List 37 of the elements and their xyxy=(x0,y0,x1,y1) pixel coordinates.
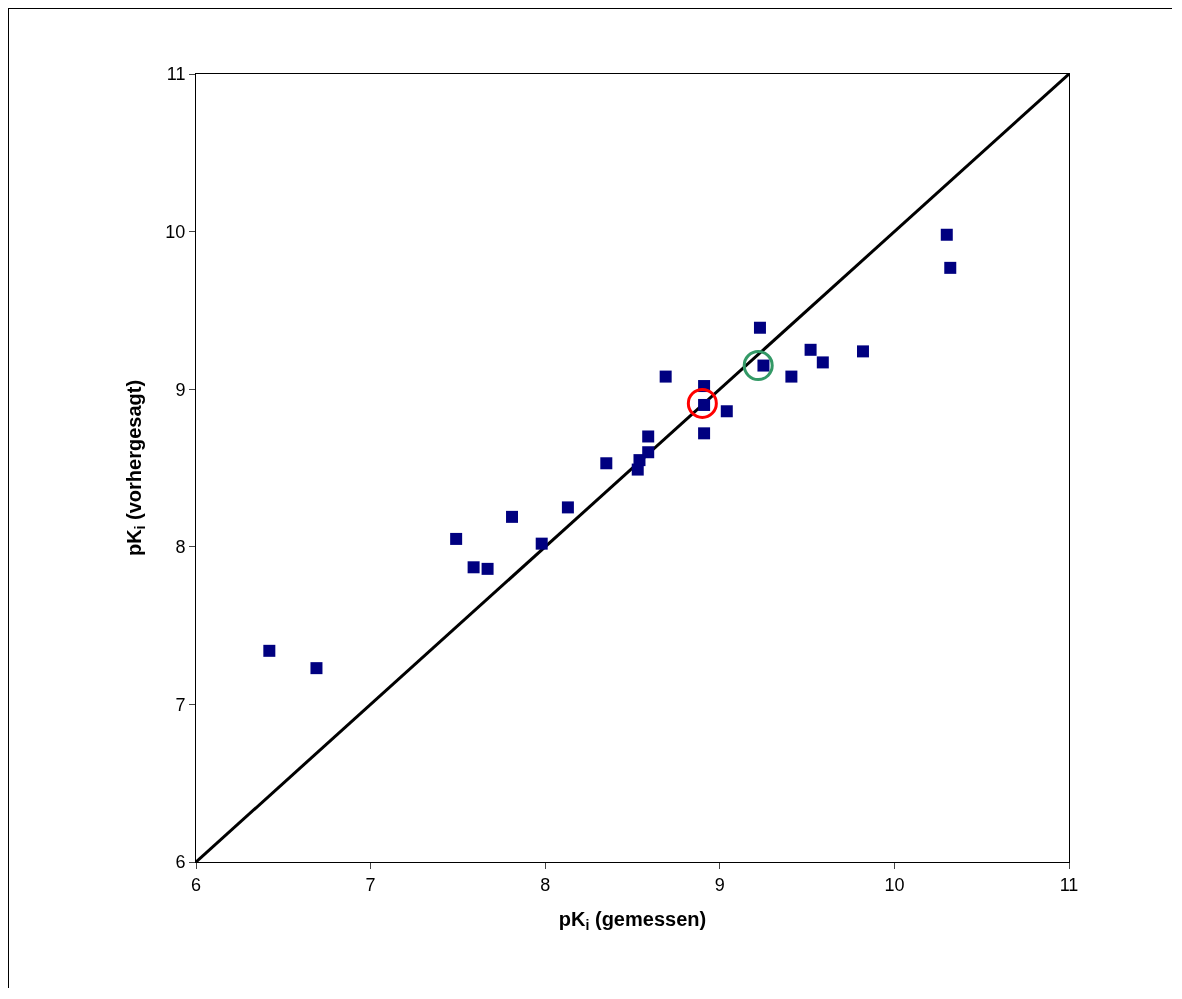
point xyxy=(506,510,519,523)
y-tick-label: 6 xyxy=(175,852,186,873)
x-tick-label: 8 xyxy=(540,874,551,895)
point xyxy=(659,370,672,383)
y-tick-label: 9 xyxy=(175,379,186,400)
point xyxy=(804,343,817,356)
point xyxy=(720,405,733,418)
point xyxy=(944,261,957,274)
point xyxy=(633,454,646,467)
point xyxy=(642,430,655,443)
point xyxy=(698,427,711,440)
point xyxy=(561,501,574,514)
y-tick-label: 10 xyxy=(165,221,186,242)
point xyxy=(686,387,718,419)
y-tick-label: 11 xyxy=(166,64,186,85)
point xyxy=(310,662,323,675)
point xyxy=(816,356,829,369)
point xyxy=(467,561,480,574)
y-tick-label: 8 xyxy=(175,537,186,558)
x-tick-label: 7 xyxy=(365,874,376,895)
x-tick-label: 6 xyxy=(190,874,202,895)
point xyxy=(940,228,953,241)
point xyxy=(263,644,276,657)
point xyxy=(600,457,613,470)
point xyxy=(753,321,766,334)
x-axis-title: pK$_{i}$ (gemessen) xyxy=(558,908,707,934)
y-tick-label: 7 xyxy=(175,694,186,715)
point xyxy=(535,537,548,550)
point xyxy=(450,532,463,545)
point xyxy=(742,350,774,382)
point xyxy=(642,446,655,459)
x-tick-label: 11 xyxy=(1059,874,1079,895)
point xyxy=(856,345,869,358)
point xyxy=(481,562,494,575)
x-tick-label: 9 xyxy=(714,874,725,895)
x-tick-label: 10 xyxy=(884,874,905,895)
point xyxy=(785,370,798,383)
